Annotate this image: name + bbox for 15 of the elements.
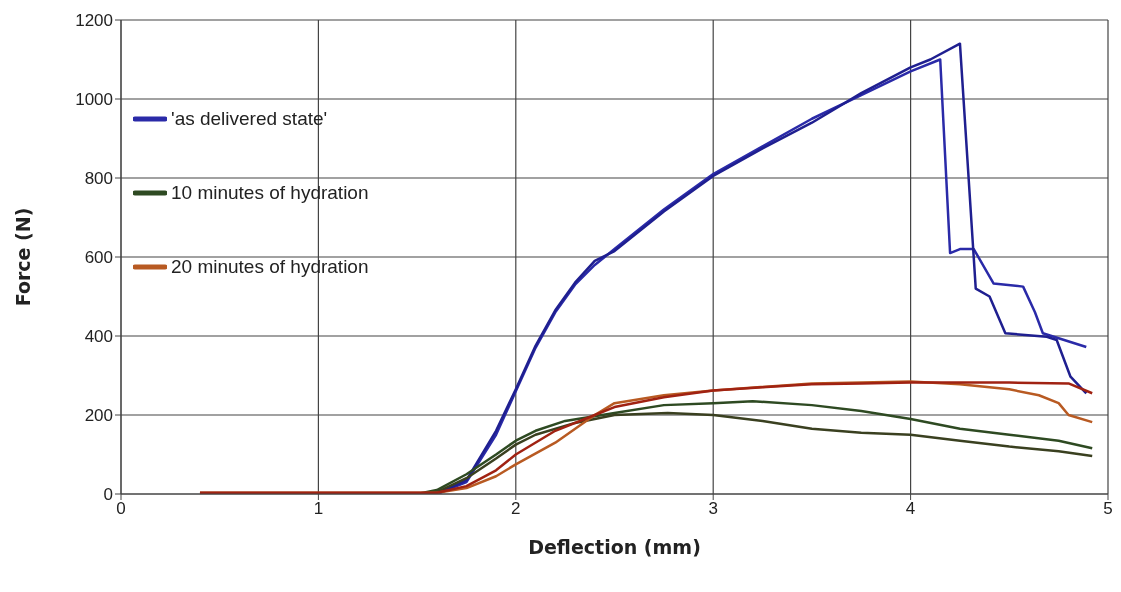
x-axis-title: Deflection (mm): [528, 536, 701, 558]
y-tick-label: 200: [84, 406, 113, 426]
y-tick-label: 600: [84, 248, 113, 268]
x-tick-label: 3: [708, 499, 718, 519]
y-tick-label: 1000: [75, 90, 113, 110]
y-tick-label: 1200: [75, 11, 113, 31]
y-tick-label: 0: [103, 485, 113, 505]
x-tick-label: 5: [1103, 499, 1113, 519]
y-tick-label: 400: [84, 327, 113, 347]
x-tick-label: 2: [511, 499, 521, 519]
x-tick-label: 0: [116, 499, 126, 519]
y-axis-title: Force (N): [11, 207, 34, 307]
y-tick-label: 800: [84, 169, 113, 189]
x-tick-label: 1: [313, 499, 324, 519]
x-tick-label: 4: [905, 499, 916, 519]
